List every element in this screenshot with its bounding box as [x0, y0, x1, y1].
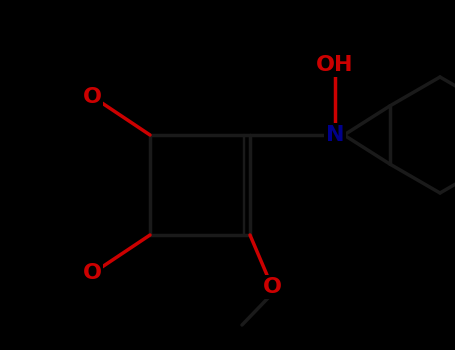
Text: OH: OH	[316, 55, 354, 75]
Text: O: O	[82, 87, 101, 107]
Text: O: O	[263, 277, 282, 297]
Text: O: O	[82, 263, 101, 283]
Text: N: N	[326, 125, 344, 145]
